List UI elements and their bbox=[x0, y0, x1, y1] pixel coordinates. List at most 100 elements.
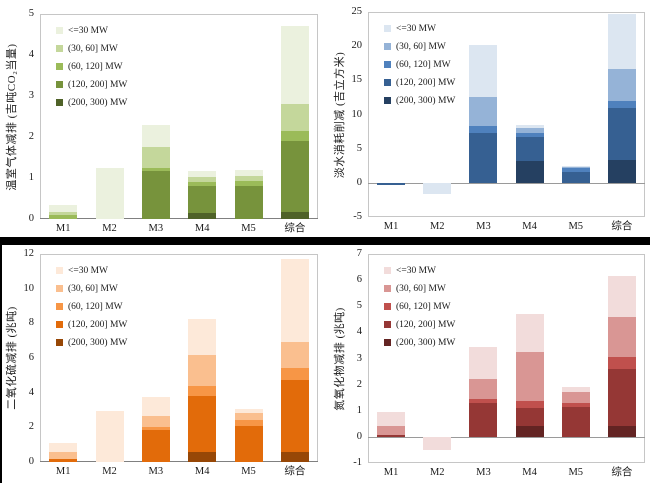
bar-segment bbox=[469, 379, 498, 399]
bar-segment bbox=[141, 167, 170, 172]
legend-swatch bbox=[56, 284, 63, 292]
bar-segment bbox=[377, 182, 406, 185]
legend-label: (60, 120] MW bbox=[396, 60, 451, 71]
bar-segment bbox=[141, 429, 170, 462]
bar-segment bbox=[49, 459, 78, 462]
legend-swatch bbox=[56, 26, 63, 34]
bar-segment bbox=[423, 182, 452, 195]
y-tick-label: 0 bbox=[356, 430, 362, 442]
bar-segment bbox=[561, 402, 590, 407]
y-tick-label: 1 bbox=[28, 172, 34, 183]
x-category-label: M4 bbox=[522, 467, 537, 478]
x-category-label: M5 bbox=[568, 467, 584, 478]
bar-segment bbox=[141, 427, 170, 430]
bar-segment bbox=[280, 259, 309, 343]
bar-segment bbox=[469, 346, 498, 380]
y-tick-label: 2 bbox=[28, 421, 34, 433]
legend-entry: (30, 60] MW bbox=[384, 280, 446, 294]
legend-entry: <=30 MW bbox=[56, 262, 108, 276]
x-category-label: M2 bbox=[102, 223, 117, 234]
x-category-label: M5 bbox=[241, 223, 256, 234]
bar-segment bbox=[469, 132, 498, 183]
bar-segment bbox=[561, 166, 590, 168]
legend-swatch bbox=[384, 96, 391, 104]
y-tick-label: 7 bbox=[356, 248, 362, 259]
y-tick-label: 15 bbox=[351, 74, 363, 86]
x-category-label: M3 bbox=[476, 467, 491, 478]
legend-label: (200, 300) MW bbox=[396, 96, 456, 107]
legend-entry: (120, 200] MW bbox=[384, 74, 455, 88]
x-category-label: 综合 bbox=[284, 466, 306, 477]
bar-segment bbox=[49, 442, 78, 453]
legend-entry: (30, 60] MW bbox=[384, 38, 446, 52]
bar-segment bbox=[515, 351, 544, 401]
bar-segment bbox=[515, 400, 544, 409]
legend-swatch bbox=[384, 42, 391, 50]
bar-segment bbox=[377, 411, 406, 426]
legend-entry: (60, 120] MW bbox=[56, 58, 123, 72]
legend-entry: (200, 300) MW bbox=[56, 334, 127, 348]
legend-entry: (60, 120] MW bbox=[384, 298, 451, 312]
bar-segment bbox=[49, 214, 78, 219]
legend-entry: (200, 300) MW bbox=[384, 334, 455, 348]
bar-segment bbox=[515, 137, 544, 161]
y-tick-label: 0 bbox=[356, 176, 362, 188]
bar-segment bbox=[607, 357, 636, 369]
bar-segment bbox=[469, 97, 498, 127]
x-category-label: M1 bbox=[55, 223, 71, 234]
x-category-label: M1 bbox=[383, 221, 399, 232]
bar-segment bbox=[141, 397, 170, 417]
plot-area-nitrogen-oxides bbox=[368, 254, 645, 463]
legend-entry: (60, 120] MW bbox=[56, 298, 123, 312]
bar-segment bbox=[188, 385, 217, 397]
x-category-label: 综合 bbox=[611, 221, 633, 232]
bar-segment bbox=[561, 167, 590, 172]
y-tick-label: 10 bbox=[23, 282, 35, 294]
y-tick-label: -5 bbox=[353, 211, 362, 222]
legend-entry: (30, 60] MW bbox=[56, 40, 118, 54]
bar-segment bbox=[188, 186, 217, 213]
y-tick-label: 2 bbox=[28, 131, 34, 142]
x-category-label: M2 bbox=[102, 466, 117, 477]
legend-label: (60, 120] MW bbox=[68, 302, 123, 313]
bar-segment bbox=[607, 100, 636, 109]
legend-label: (60, 120] MW bbox=[396, 302, 451, 313]
x-category-label: M3 bbox=[148, 466, 164, 477]
y-tick-label: 2 bbox=[356, 378, 362, 390]
bar-segment bbox=[280, 130, 309, 142]
x-axis-line bbox=[40, 218, 318, 219]
bar-segment bbox=[607, 316, 636, 358]
x-category-label: M3 bbox=[148, 223, 164, 234]
bar-segment bbox=[49, 211, 78, 215]
y-axis-title-greenhouse-gas: 温室气体减排 (吉吨CO₂当量) bbox=[6, 42, 18, 191]
plot-area-sulfur-dioxide bbox=[40, 254, 318, 462]
bar-segment bbox=[515, 160, 544, 183]
bar-segment bbox=[423, 436, 452, 450]
x-category-label: M5 bbox=[241, 466, 256, 477]
x-category-label: 综合 bbox=[284, 223, 306, 234]
bar-segment bbox=[188, 319, 217, 356]
legend-swatch bbox=[56, 80, 63, 88]
bar-segment bbox=[49, 205, 78, 212]
bar-segment bbox=[561, 406, 590, 437]
bar-segment bbox=[95, 410, 124, 462]
legend-entry: (120, 200] MW bbox=[384, 316, 455, 330]
legend-entry: (200, 300) MW bbox=[384, 92, 455, 106]
bar-segment bbox=[234, 170, 263, 177]
y-tick-label: 4 bbox=[356, 326, 362, 338]
y-tick-label: 20 bbox=[351, 40, 363, 52]
bar-segment bbox=[607, 368, 636, 427]
bar-segment bbox=[188, 171, 217, 178]
x-category-label: 综合 bbox=[611, 467, 633, 478]
bar-segment bbox=[515, 128, 544, 133]
bar-segment bbox=[141, 171, 170, 219]
y-tick-label: 5 bbox=[356, 300, 362, 312]
x-axis-line bbox=[368, 436, 645, 438]
bar-segment bbox=[515, 426, 544, 437]
bar-segment bbox=[561, 387, 590, 393]
legend-swatch bbox=[56, 302, 63, 310]
legend-swatch bbox=[384, 320, 391, 328]
x-axis-line bbox=[368, 182, 645, 184]
bar-segment bbox=[280, 104, 309, 131]
